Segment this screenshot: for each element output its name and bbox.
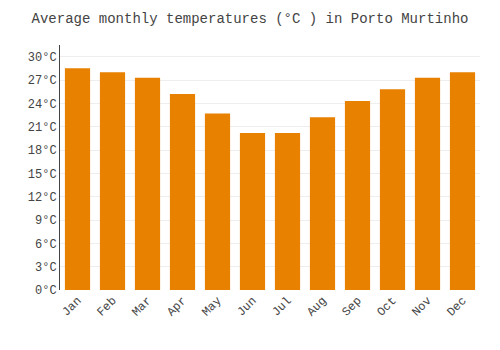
svg-text:0°C: 0°C [35,284,57,298]
svg-text:21°C: 21°C [28,121,57,135]
svg-text:12°C: 12°C [28,191,57,205]
svg-text:Average monthly temperatures (: Average monthly temperatures (°C ) in Po… [32,11,469,27]
svg-text:3°C: 3°C [35,261,57,275]
svg-text:Sep: Sep [339,294,364,319]
svg-text:15°C: 15°C [28,168,57,182]
svg-text:27°C: 27°C [28,74,57,88]
svg-text:18°C: 18°C [28,144,57,158]
svg-text:6°C: 6°C [35,238,57,252]
svg-text:Jun: Jun [234,294,259,319]
svg-text:Jan: Jan [59,294,84,319]
svg-text:Apr: Apr [164,294,189,319]
svg-text:Jul: Jul [269,294,294,319]
svg-text:Mar: Mar [129,294,154,319]
svg-text:9°C: 9°C [35,214,57,228]
svg-text:May: May [199,294,224,319]
svg-text:30°C: 30°C [28,51,57,65]
svg-text:Feb: Feb [94,294,119,319]
svg-text:24°C: 24°C [28,98,57,112]
svg-text:Aug: Aug [304,294,329,319]
svg-text:Nov: Nov [409,294,434,319]
svg-text:Oct: Oct [374,294,399,319]
svg-text:Dec: Dec [444,294,469,319]
